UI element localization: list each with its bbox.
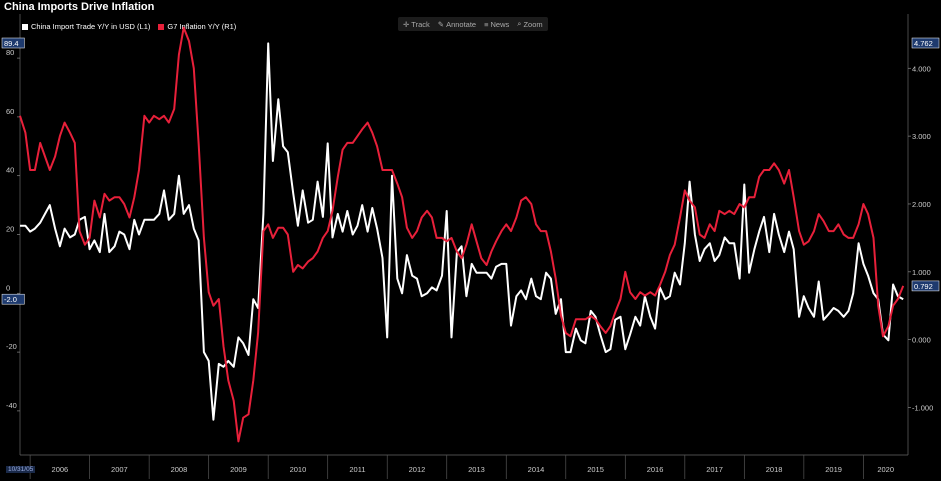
legend-item-imports[interactable]: China Import Trade Y/Y in USD (L1) [22, 22, 150, 31]
x-tick-label: 2015 [587, 465, 604, 474]
x-tick-label: 2009 [230, 465, 247, 474]
legend-swatch-inflation [158, 23, 165, 30]
series-line-imports [20, 42, 904, 421]
right-tick-label: 3.000 [912, 132, 931, 141]
x-tick-label: 2018 [766, 465, 783, 474]
legend-label-imports: China Import Trade Y/Y in USD (L1) [31, 22, 151, 31]
x-tick-label: 2016 [647, 465, 664, 474]
left-top-badge-box [1, 37, 25, 49]
right-tick-label: -1.000 [912, 404, 933, 413]
x-tick-label: 2017 [706, 465, 723, 474]
series-line-inflation [19, 26, 905, 443]
left-last-badge: -2.0 [4, 295, 17, 304]
right-tick-label: 1.000 [912, 268, 931, 277]
x-tick-label: 2006 [52, 465, 69, 474]
pencil-icon: ✎ [437, 19, 445, 29]
left-tick-label: 40 [6, 166, 14, 175]
annotate-button[interactable]: ✎ Annotate [438, 19, 476, 29]
news-label: News [490, 19, 510, 29]
x-tick-label: 2019 [825, 465, 842, 474]
news-button[interactable]: ≡ News [484, 19, 509, 29]
chart-axes: 80 60 40 20 0 -20 -40 4.000 3.000 2.000 1.000 0.000… [6, 14, 933, 479]
track-button[interactable]: ✛ Track [403, 19, 430, 29]
left-tick-label: 60 [6, 107, 14, 116]
start-date-stamp: 10/31/05 [6, 466, 36, 473]
x-tick-label: 2020 [877, 465, 894, 474]
left-top-badge: 89.4 [4, 39, 19, 48]
left-tick-label: 80 [6, 48, 14, 57]
x-tick-label: 2010 [290, 465, 307, 474]
value-badges: 89.4 4.762 -2.0 0.792 [1, 37, 940, 305]
x-tick-label: 2013 [468, 465, 485, 474]
annotate-label: Annotate [446, 19, 477, 29]
zoom-button[interactable]: ⌕ Zoom [517, 19, 542, 29]
chart-toolbar: ✛ Track ✎ Annotate ≡ News ⌕ Zoom [398, 17, 548, 31]
right-tick-label: 0.000 [912, 336, 931, 345]
magnifier-icon: ⌕ [517, 19, 522, 28]
zoom-label: Zoom [523, 19, 543, 29]
right-last-badge-box [911, 280, 940, 292]
right-top-badge-box [911, 37, 940, 49]
news-icon: ≡ [484, 19, 489, 29]
legend-swatch-imports [22, 23, 28, 30]
x-tick-label: 2007 [111, 465, 128, 474]
right-tick-label: 2.000 [912, 200, 931, 209]
x-tick-label: 2011 [349, 465, 365, 474]
legend-item-inflation[interactable]: G7 Inflation Y/Y (R1) [158, 22, 236, 31]
left-tick-label: -20 [6, 342, 17, 351]
track-label: Track [411, 19, 430, 29]
chart-series [19, 26, 905, 443]
right-last-badge: 0.792 [914, 282, 933, 291]
legend: China Import Trade Y/Y in USD (L1) G7 In… [22, 22, 236, 31]
x-tick-label: 2014 [528, 465, 545, 474]
left-tick-label: -40 [6, 401, 17, 410]
left-last-badge-box [1, 293, 25, 305]
legend-label-inflation: G7 Inflation Y/Y (R1) [167, 22, 237, 31]
left-tick-label: 0 [6, 283, 10, 292]
x-tick-label: 2012 [409, 465, 426, 474]
right-top-badge: 4.762 [914, 39, 933, 48]
left-tick-label: 20 [6, 225, 14, 234]
x-tick-label: 2008 [171, 465, 188, 474]
crosshair-icon: ✛ [403, 19, 410, 29]
right-tick-label: 4.000 [912, 64, 931, 73]
chart-title: China Imports Drive Inflation [4, 1, 155, 13]
